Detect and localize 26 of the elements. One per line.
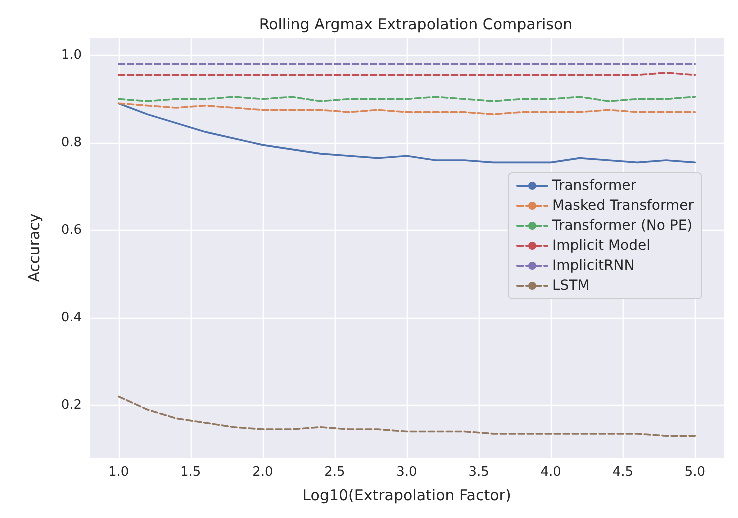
line-series [118, 102, 696, 116]
x-tick-label: 4.5 [612, 465, 634, 480]
line-series [118, 396, 696, 438]
y-tick-label: 0.8 [61, 136, 82, 150]
x-axis-title: Log10(Extrapolation Factor) [302, 486, 512, 504]
x-tick-label: 1.5 [180, 465, 202, 480]
legend-label: LSTM [552, 278, 590, 294]
y-tick-label: 0.6 [61, 223, 82, 238]
x-tick-label: 3.0 [396, 465, 418, 480]
y-tick-label: 0.2 [61, 398, 82, 413]
legend-label: Masked Transformer [552, 198, 694, 214]
x-tick-label: 3.5 [468, 465, 490, 480]
y-axis-title: Accuracy [26, 214, 44, 282]
x-tick-label: 1.0 [108, 465, 130, 480]
x-tick-label: 2.5 [324, 465, 346, 480]
legend-label: Transformer [551, 178, 637, 194]
chart-title: Rolling Argmax Extrapolation Comparison [259, 16, 573, 34]
x-tick-label: 4.0 [540, 465, 562, 480]
legend-label: Implicit Model [552, 238, 650, 254]
y-tick-label: 1.0 [61, 48, 82, 63]
line-series [118, 102, 696, 164]
x-tick-label: 5.0 [684, 465, 706, 480]
y-tick-label: 0.4 [61, 310, 82, 326]
legend-label: ImplicitRNN [552, 258, 635, 274]
x-tick-label: 2.0 [252, 465, 274, 480]
legend-label: Transformer (No PE) [551, 218, 693, 234]
